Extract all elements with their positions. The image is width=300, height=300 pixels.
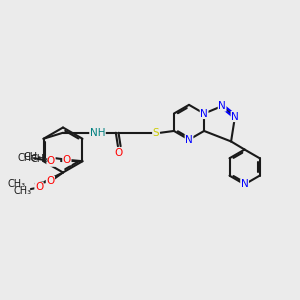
Text: CH₃: CH₃ xyxy=(8,178,26,189)
Text: O: O xyxy=(114,148,123,158)
Text: O: O xyxy=(35,182,43,193)
Text: CH₃: CH₃ xyxy=(14,185,32,196)
Text: CH₃: CH₃ xyxy=(24,152,42,162)
Text: N: N xyxy=(218,101,226,111)
Text: CH₃: CH₃ xyxy=(31,154,49,164)
Text: N: N xyxy=(185,135,193,145)
Text: NH: NH xyxy=(90,128,105,138)
Text: S: S xyxy=(153,128,159,138)
Text: CH₃: CH₃ xyxy=(17,153,35,163)
Text: O: O xyxy=(63,155,71,165)
Text: N: N xyxy=(231,112,239,122)
Text: N: N xyxy=(241,179,248,189)
Text: N: N xyxy=(200,109,208,118)
Text: O: O xyxy=(46,176,55,187)
Text: O: O xyxy=(47,156,55,166)
